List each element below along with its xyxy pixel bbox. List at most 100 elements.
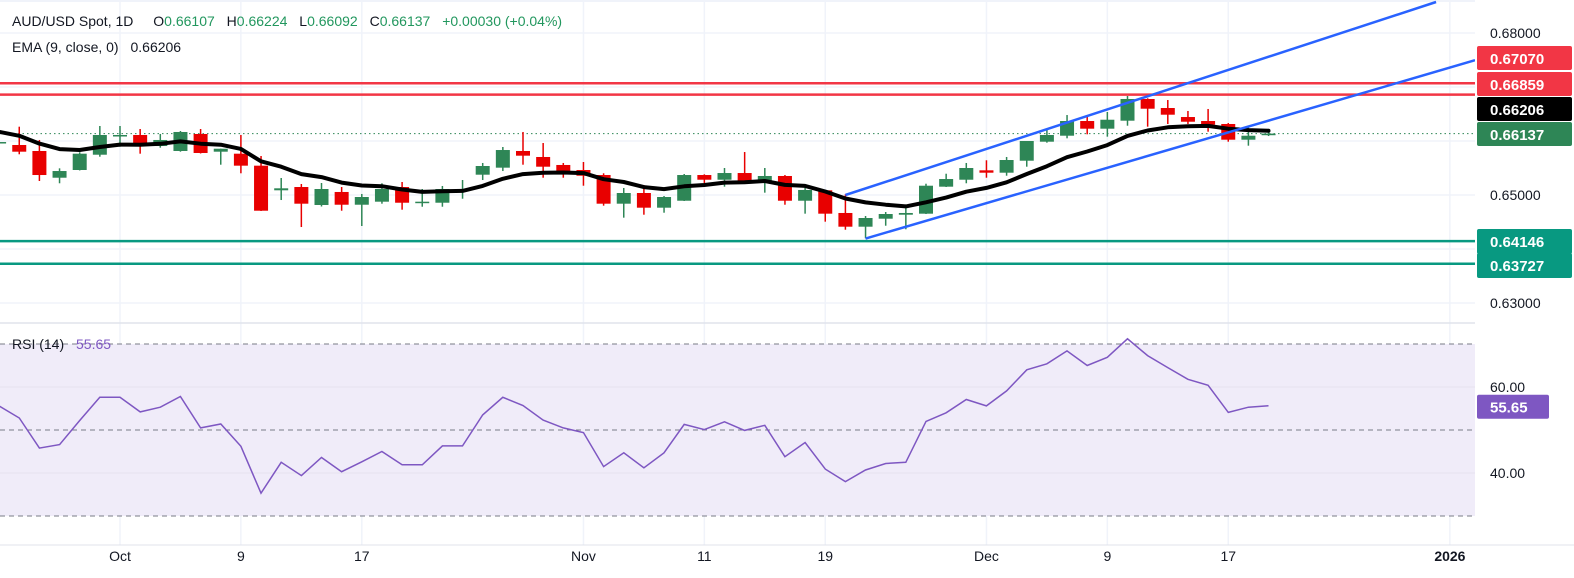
top-border: [0, 0, 1574, 2]
candle: [395, 181, 410, 210]
candle-body: [1039, 135, 1054, 142]
candle-body: [1080, 121, 1095, 129]
close-value: 0.66137: [379, 13, 431, 29]
rsi-label[interactable]: RSI (14): [12, 336, 65, 352]
time-tick-label: 9: [237, 548, 245, 564]
rsi-legend: RSI (14) 55.65: [12, 336, 111, 352]
channel-lower-line[interactable]: [865, 59, 1476, 240]
candle: [294, 183, 309, 228]
candle: [959, 162, 974, 184]
candle-body: [536, 156, 551, 167]
candle: [213, 148, 228, 165]
candle: [1180, 110, 1195, 124]
price-axis[interactable]: 0.68000 0.65000 0.63000 0.67070 0.66859 0.662…: [1475, 0, 1574, 578]
open-value: 0.66107: [164, 13, 215, 29]
candle: [979, 160, 994, 178]
trend-channel[interactable]: [845, 0, 1476, 240]
candle-body: [777, 175, 792, 201]
candle: [32, 139, 47, 182]
badge-label: 0.66137: [1490, 127, 1544, 144]
candle-body: [52, 171, 67, 178]
candle: [435, 185, 450, 207]
candle-body: [233, 153, 248, 166]
candle: [92, 125, 107, 157]
candle-body: [314, 189, 329, 205]
badge-bg: [1477, 229, 1572, 254]
candle-body: [1160, 108, 1175, 115]
candle: [798, 185, 813, 214]
candles: [0, 96, 1276, 239]
candle-body: [374, 189, 389, 202]
time-tick-label: 2026: [1434, 548, 1465, 564]
candle-body: [919, 185, 933, 214]
time-axis[interactable]: Oct 9 17 Nov 11 19 Dec 9 17 2026: [0, 544, 1574, 564]
candle-body: [757, 175, 772, 181]
price-tick-label: 0.65000: [1490, 187, 1541, 203]
candle-body: [516, 150, 530, 156]
high-value: 0.66224: [236, 13, 288, 29]
ema-label[interactable]: EMA (9, close, 0): [12, 39, 119, 55]
badge-bg: [1477, 97, 1572, 121]
candle-body: [616, 193, 631, 204]
candle-body: [133, 135, 148, 145]
time-tick-label: 17: [1220, 548, 1236, 564]
candle: [475, 162, 490, 180]
symbol-title[interactable]: AUD/USD Spot, 1D: [12, 13, 134, 29]
price-badge-support: 0.64146: [1477, 229, 1572, 254]
price-badge-resistance: 0.67070: [1477, 46, 1572, 70]
time-tick-label: Nov: [571, 548, 596, 564]
candle-body: [294, 187, 309, 204]
rsi-value: 55.65: [76, 336, 112, 352]
candle-body: [939, 179, 954, 187]
candle: [1140, 98, 1155, 127]
candle: [939, 173, 954, 188]
candle-body: [979, 170, 994, 173]
channel-upper-line[interactable]: [845, 0, 1437, 197]
badge-label: 0.66206: [1490, 102, 1544, 119]
candle: [919, 183, 933, 215]
time-tick-label: 9: [1103, 548, 1111, 564]
badge-bg: [1477, 46, 1572, 70]
time-tick-label: 19: [817, 548, 833, 564]
candle-body: [556, 164, 571, 172]
badge-bg: [1477, 394, 1549, 419]
change-value: +0.00030 (+0.04%): [442, 13, 563, 29]
candle-body: [1019, 141, 1034, 161]
low-label: L: [299, 13, 308, 29]
candle: [12, 126, 27, 155]
candle-body: [878, 214, 893, 219]
rsi-badge: 55.65: [1477, 394, 1549, 419]
symbol-legend: AUD/USD Spot, 1D O0.66107 H0.66224 L0.66…: [12, 13, 562, 29]
candle-body: [475, 166, 490, 175]
candle: [878, 212, 893, 226]
candle: [777, 175, 792, 205]
candle: [1160, 100, 1175, 124]
candle-body: [1261, 133, 1276, 136]
ema-line: [0, 123, 1271, 209]
candle: [516, 131, 530, 165]
candle-body: [1140, 98, 1155, 109]
rsi-tick-label: 60.00: [1490, 379, 1525, 395]
badge-bg: [1477, 72, 1572, 96]
price-tick-label: 0.68000: [1490, 25, 1541, 41]
candle-body: [858, 218, 873, 227]
candle: [72, 152, 87, 171]
candle: [133, 129, 148, 154]
badge-bg: [1477, 122, 1572, 146]
candle-body: [717, 173, 732, 180]
badge-label: 0.67070: [1490, 51, 1544, 68]
candle: [1019, 141, 1034, 167]
candle-body: [354, 196, 369, 205]
candle-body: [898, 212, 913, 215]
candle-body: [657, 196, 672, 208]
candle-body: [0, 142, 7, 144]
candle-body: [415, 201, 430, 204]
candle-body: [495, 150, 510, 168]
candle: [0, 142, 7, 144]
candle-body: [334, 191, 349, 205]
ema-value: 0.66206: [130, 39, 182, 55]
ema-legend: EMA (9, close, 0) 0.66206: [12, 39, 181, 55]
axis-bg: [1475, 0, 1574, 578]
price-badge-resistance: 0.66859: [1477, 72, 1572, 96]
